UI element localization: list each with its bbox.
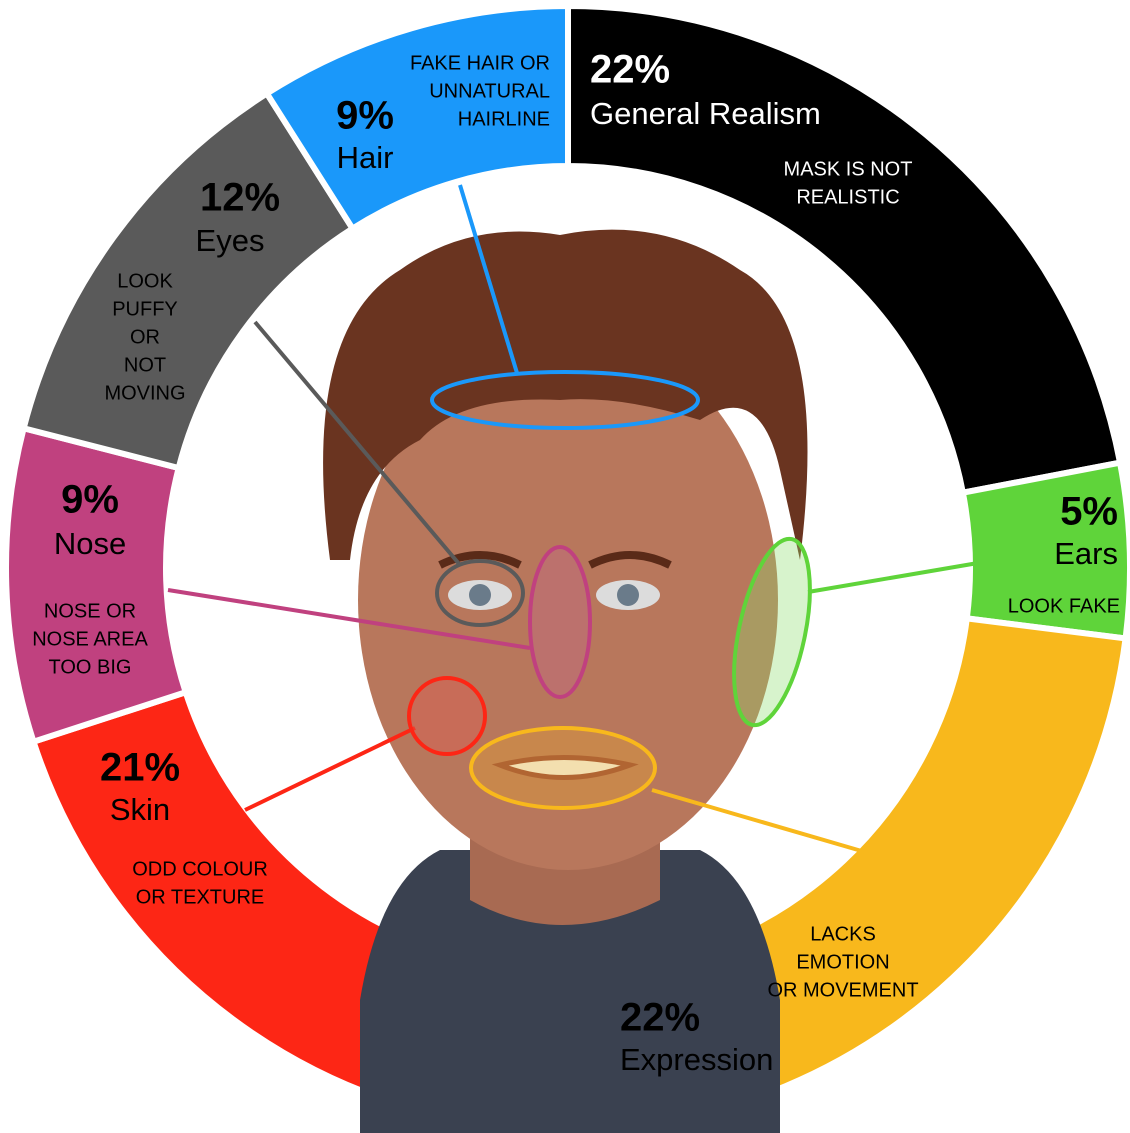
category-label: Expression	[620, 1042, 773, 1077]
leader-line	[808, 563, 978, 592]
note: ODD COLOUR	[132, 858, 268, 880]
note: PUFFY	[112, 298, 178, 320]
value-label: 5%	[1060, 490, 1118, 534]
highlight	[409, 678, 485, 754]
note: MASK IS NOT	[784, 158, 913, 180]
highlight	[530, 547, 590, 697]
chart: 22% General Realism MASK IS NOT REALISTIC 5%…	[0, 0, 1130, 1133]
note: OR	[130, 326, 160, 348]
category-label: Skin	[110, 792, 170, 827]
category-label: Ears	[1054, 536, 1118, 571]
note: NOT	[124, 354, 166, 376]
note: HAIRLINE	[458, 108, 550, 130]
note: FAKE HAIR OR	[410, 52, 550, 74]
category-label: Hair	[337, 140, 394, 175]
value-label: 12%	[200, 176, 280, 220]
iris	[469, 584, 491, 606]
value-label: 21%	[100, 746, 180, 790]
value-label: 9%	[61, 478, 119, 522]
note: OR TEXTURE	[136, 886, 265, 908]
highlight	[471, 728, 655, 808]
note: EMOTION	[796, 951, 889, 973]
slice	[6, 428, 186, 741]
note: UNNATURAL	[429, 80, 550, 102]
note: LACKS	[810, 923, 876, 945]
note: TOO BIG	[49, 656, 132, 678]
value-label: 22%	[620, 996, 700, 1040]
category-label: Eyes	[196, 223, 265, 258]
note: LOOK FAKE	[1008, 595, 1120, 617]
iris	[617, 584, 639, 606]
note: MOVING	[104, 382, 185, 404]
note: OR MOVEMENT	[767, 979, 918, 1001]
category-label: General Realism	[590, 96, 821, 131]
note: REALISTIC	[796, 186, 899, 208]
value-label: 9%	[336, 94, 394, 138]
category-label: Nose	[54, 526, 126, 561]
note: NOSE AREA	[32, 628, 148, 650]
note: NOSE OR	[44, 600, 136, 622]
note: LOOK	[117, 270, 173, 292]
value-label: 22%	[590, 48, 670, 92]
leader-line	[245, 728, 415, 810]
